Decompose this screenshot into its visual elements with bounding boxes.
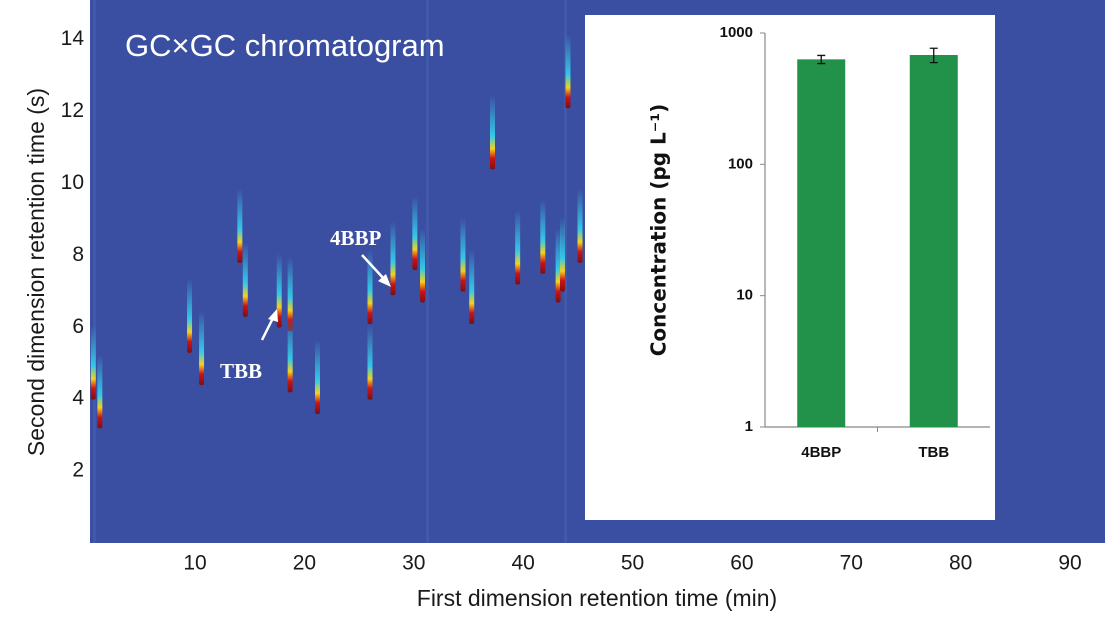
peak bbox=[460, 217, 466, 292]
peak bbox=[540, 199, 546, 274]
y-tick-label: 12 bbox=[61, 99, 84, 122]
peak bbox=[97, 354, 103, 429]
peak bbox=[555, 228, 561, 303]
peak bbox=[287, 257, 293, 332]
error-bar bbox=[929, 47, 938, 64]
y-tick-label: 8 bbox=[72, 243, 84, 266]
texture bbox=[564, 0, 567, 543]
peak bbox=[490, 95, 495, 170]
x-tick-label: 50 bbox=[621, 552, 644, 575]
peak bbox=[412, 196, 418, 271]
y-tick-label: 14 bbox=[61, 27, 85, 50]
peak bbox=[187, 278, 193, 353]
y-tick-label: 10 bbox=[61, 171, 84, 194]
bar bbox=[909, 54, 958, 427]
peak bbox=[315, 339, 320, 414]
y-axis-label: Concentration (pg L⁻¹) bbox=[647, 104, 671, 357]
peak bbox=[242, 242, 248, 317]
arrow-head bbox=[378, 274, 391, 287]
annotation: TBB bbox=[220, 359, 262, 383]
x-tick-label: 4BBP bbox=[801, 444, 841, 461]
peak bbox=[287, 318, 293, 393]
annotation: 4BBP bbox=[330, 226, 382, 250]
peak bbox=[560, 217, 565, 292]
x-tick-label: 60 bbox=[730, 552, 753, 575]
peak bbox=[469, 250, 475, 325]
annotation-arrow bbox=[361, 254, 386, 281]
y-tick-label: 2 bbox=[72, 459, 84, 482]
chart-title: GC×GC chromatogram bbox=[125, 28, 445, 63]
peak bbox=[515, 210, 521, 285]
x-tick-label: 80 bbox=[949, 552, 972, 575]
y-tick-label: 6 bbox=[72, 315, 84, 338]
peak bbox=[367, 250, 373, 325]
texture bbox=[426, 0, 429, 543]
y-tick-label: 1 bbox=[745, 418, 753, 435]
annotation-arrow bbox=[260, 317, 275, 341]
x-tick-label: 30 bbox=[402, 552, 425, 575]
peak bbox=[565, 34, 571, 109]
peak bbox=[420, 228, 425, 303]
x-tick-label: TBB bbox=[918, 444, 949, 461]
peak bbox=[237, 188, 243, 263]
y-tick-label: 100 bbox=[728, 155, 753, 172]
y-tick-label: 1000 bbox=[720, 24, 753, 41]
x-tick-label: 40 bbox=[511, 552, 534, 575]
x-tick-label: 10 bbox=[183, 552, 206, 575]
x-tick-label: 70 bbox=[840, 552, 863, 575]
peak bbox=[276, 253, 282, 328]
y-axis-label: Second dimension retention time (s) bbox=[23, 88, 49, 456]
peak bbox=[199, 311, 205, 386]
peak bbox=[577, 188, 583, 263]
peak bbox=[367, 325, 373, 400]
peak bbox=[390, 221, 396, 296]
peak bbox=[90, 325, 96, 400]
texture bbox=[93, 0, 96, 543]
error-bar bbox=[817, 54, 826, 65]
inset-panel: 1 10 100 1000 4BBP TBB Concentration (pg L⁻¹) bbox=[585, 15, 995, 520]
y-tick-label: 4 bbox=[72, 387, 84, 410]
x-tick-label: 20 bbox=[293, 552, 316, 575]
x-tick-label: 90 bbox=[1058, 552, 1081, 575]
y-tick-label: 10 bbox=[736, 287, 753, 304]
arrow-head bbox=[268, 309, 278, 322]
bar bbox=[797, 59, 846, 428]
x-axis-label: First dimension retention time (min) bbox=[417, 585, 777, 611]
